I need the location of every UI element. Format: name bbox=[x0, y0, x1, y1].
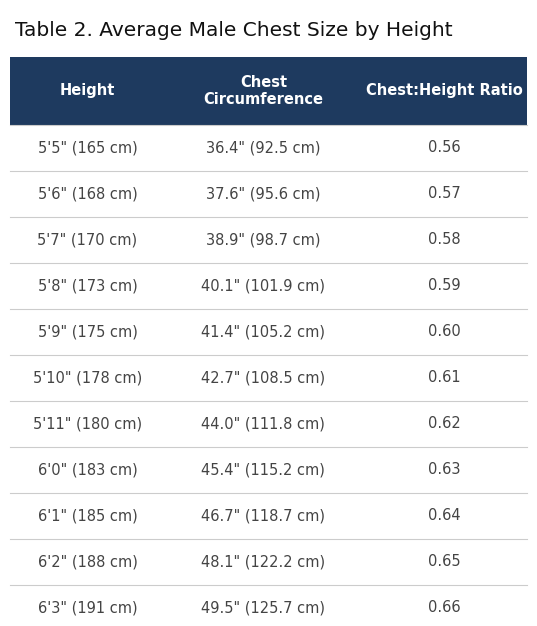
Text: 36.4" (92.5 cm): 36.4" (92.5 cm) bbox=[206, 140, 321, 155]
Text: 0.65: 0.65 bbox=[428, 555, 461, 570]
Text: Height: Height bbox=[60, 83, 115, 98]
Text: 0.59: 0.59 bbox=[428, 279, 461, 294]
Text: 0.57: 0.57 bbox=[428, 187, 461, 202]
Text: 0.58: 0.58 bbox=[428, 232, 461, 247]
Text: 5'6" (168 cm): 5'6" (168 cm) bbox=[38, 187, 137, 202]
Text: 5'10" (178 cm): 5'10" (178 cm) bbox=[33, 371, 142, 386]
Text: 45.4" (115.2 cm): 45.4" (115.2 cm) bbox=[201, 463, 325, 478]
Text: 42.7" (108.5 cm): 42.7" (108.5 cm) bbox=[201, 371, 325, 386]
Text: 38.9" (98.7 cm): 38.9" (98.7 cm) bbox=[206, 232, 321, 247]
Bar bbox=[10, 125, 527, 171]
Text: 5'8" (173 cm): 5'8" (173 cm) bbox=[38, 279, 137, 294]
Text: 44.0" (111.8 cm): 44.0" (111.8 cm) bbox=[201, 416, 325, 431]
Text: 49.5" (125.7 cm): 49.5" (125.7 cm) bbox=[201, 600, 325, 615]
Text: 6'0" (183 cm): 6'0" (183 cm) bbox=[38, 463, 137, 478]
Text: 0.61: 0.61 bbox=[428, 371, 461, 386]
Text: Chest:Height Ratio: Chest:Height Ratio bbox=[366, 83, 523, 98]
Bar bbox=[10, 217, 527, 263]
Text: 46.7" (118.7 cm): 46.7" (118.7 cm) bbox=[201, 508, 325, 523]
Bar bbox=[10, 539, 527, 585]
Text: Chest
Circumference: Chest Circumference bbox=[204, 74, 323, 107]
Bar bbox=[10, 585, 527, 626]
Text: 0.63: 0.63 bbox=[428, 463, 461, 478]
Text: 5'9" (175 cm): 5'9" (175 cm) bbox=[38, 324, 137, 339]
Text: 0.60: 0.60 bbox=[428, 324, 461, 339]
Text: Table 2. Average Male Chest Size by Height: Table 2. Average Male Chest Size by Heig… bbox=[15, 21, 453, 41]
Bar bbox=[10, 493, 527, 539]
Bar bbox=[10, 309, 527, 355]
Text: 40.1" (101.9 cm): 40.1" (101.9 cm) bbox=[201, 279, 325, 294]
Text: 6'3" (191 cm): 6'3" (191 cm) bbox=[38, 600, 137, 615]
Text: 5'11" (180 cm): 5'11" (180 cm) bbox=[33, 416, 142, 431]
Text: 6'2" (188 cm): 6'2" (188 cm) bbox=[38, 555, 137, 570]
Text: 0.66: 0.66 bbox=[428, 600, 461, 615]
Text: 0.64: 0.64 bbox=[428, 508, 461, 523]
Text: 48.1" (122.2 cm): 48.1" (122.2 cm) bbox=[201, 555, 325, 570]
Text: 6'1" (185 cm): 6'1" (185 cm) bbox=[38, 508, 137, 523]
Text: 5'7" (170 cm): 5'7" (170 cm) bbox=[38, 232, 137, 247]
Text: 5'5" (165 cm): 5'5" (165 cm) bbox=[38, 140, 137, 155]
Bar bbox=[10, 263, 527, 309]
Bar bbox=[10, 401, 527, 447]
Text: 0.62: 0.62 bbox=[428, 416, 461, 431]
Bar bbox=[10, 447, 527, 493]
Bar bbox=[10, 171, 527, 217]
Text: 41.4" (105.2 cm): 41.4" (105.2 cm) bbox=[201, 324, 325, 339]
Bar bbox=[10, 57, 527, 125]
Text: 37.6" (95.6 cm): 37.6" (95.6 cm) bbox=[206, 187, 321, 202]
Bar bbox=[10, 355, 527, 401]
Text: 0.56: 0.56 bbox=[428, 140, 461, 155]
